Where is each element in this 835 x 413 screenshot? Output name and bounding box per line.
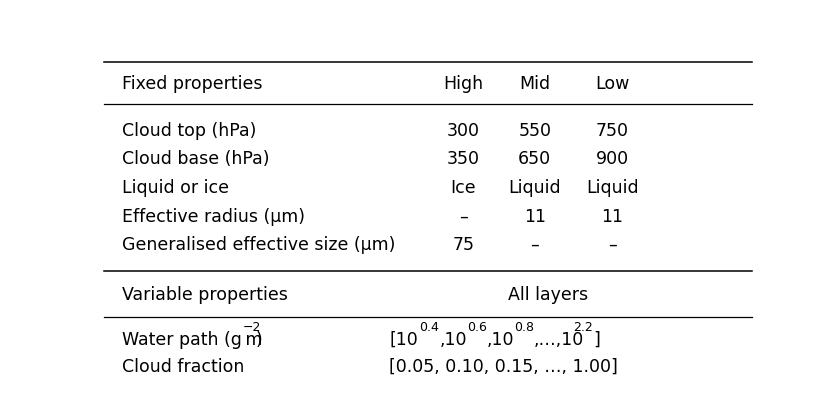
Text: –: – xyxy=(459,207,468,225)
Text: ]: ] xyxy=(593,331,600,349)
Text: Water path (g m: Water path (g m xyxy=(122,331,262,349)
Text: Liquid: Liquid xyxy=(509,179,561,197)
Text: ,10: ,10 xyxy=(487,331,514,349)
Text: Generalised effective size (μm): Generalised effective size (μm) xyxy=(122,236,395,254)
Text: −2: −2 xyxy=(242,320,261,334)
Text: All layers: All layers xyxy=(508,286,588,304)
Text: –: – xyxy=(530,236,539,254)
Text: Low: Low xyxy=(595,75,630,93)
Text: [10: [10 xyxy=(389,331,418,349)
Text: 350: 350 xyxy=(447,150,480,168)
Text: Mid: Mid xyxy=(519,75,550,93)
Text: ,10: ,10 xyxy=(439,331,467,349)
Text: Liquid: Liquid xyxy=(586,179,639,197)
Text: 75: 75 xyxy=(453,236,474,254)
Text: Cloud fraction: Cloud fraction xyxy=(122,358,244,375)
Text: 550: 550 xyxy=(519,122,551,140)
Text: Cloud base (hPa): Cloud base (hPa) xyxy=(122,150,270,168)
Text: 0.6: 0.6 xyxy=(467,320,487,334)
Text: Ice: Ice xyxy=(451,179,476,197)
Text: 900: 900 xyxy=(596,150,629,168)
Text: –: – xyxy=(608,236,617,254)
Text: Cloud top (hPa): Cloud top (hPa) xyxy=(122,122,256,140)
Text: 11: 11 xyxy=(524,207,546,225)
Text: ,…,10: ,…,10 xyxy=(534,331,584,349)
Text: 650: 650 xyxy=(519,150,551,168)
Text: ): ) xyxy=(256,331,262,349)
Text: Fixed properties: Fixed properties xyxy=(122,75,262,93)
Text: 300: 300 xyxy=(447,122,480,140)
Text: Liquid or ice: Liquid or ice xyxy=(122,179,229,197)
Text: Effective radius (μm): Effective radius (μm) xyxy=(122,207,305,225)
Text: 750: 750 xyxy=(596,122,629,140)
Text: Variable properties: Variable properties xyxy=(122,286,288,304)
Text: High: High xyxy=(443,75,483,93)
Text: 0.8: 0.8 xyxy=(514,320,534,334)
Text: 0.4: 0.4 xyxy=(419,320,439,334)
Text: 11: 11 xyxy=(601,207,624,225)
Text: [0.05, 0.10, 0.15, …, 1.00]: [0.05, 0.10, 0.15, …, 1.00] xyxy=(389,358,618,375)
Text: 2.2: 2.2 xyxy=(573,320,593,334)
